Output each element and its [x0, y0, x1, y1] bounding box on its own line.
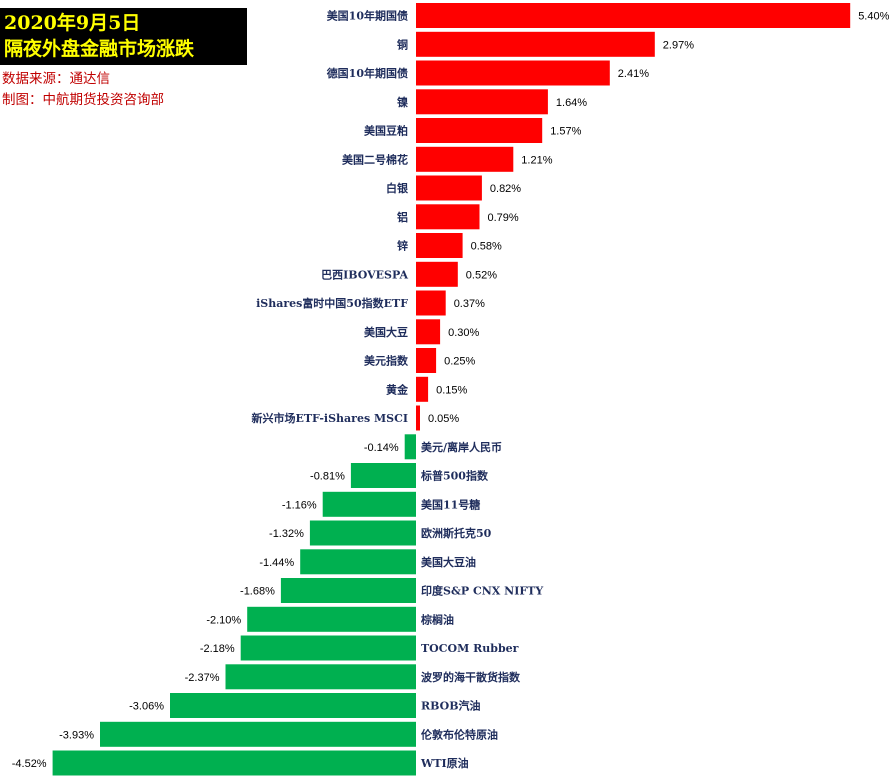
category-label: 伦敦布伦特原油	[421, 727, 498, 741]
value-label: 0.82%	[490, 183, 521, 195]
value-label: 0.52%	[466, 269, 497, 281]
category-label: 美国11号糖	[421, 497, 480, 511]
data-source-note: 数据来源：通达信	[2, 71, 110, 87]
bar	[416, 204, 480, 230]
bar	[247, 606, 416, 632]
category-label: 德国10年期国债	[326, 66, 408, 80]
bar	[416, 261, 458, 287]
value-label: 1.21%	[521, 154, 552, 166]
category-label: iShares富时中国50指数ETF	[256, 296, 408, 310]
category-label: 镍	[397, 95, 408, 109]
value-label: 0.37%	[454, 298, 485, 310]
value-label: -0.14%	[364, 442, 399, 454]
value-label: -0.81%	[310, 471, 345, 483]
title-box: 2020年9月5日 隔夜外盘金融市场涨跌	[0, 8, 247, 65]
category-label: 美国10年期国债	[327, 9, 408, 23]
bar	[416, 376, 429, 402]
category-label: 美元指数	[364, 354, 409, 368]
category-label: 巴西IBOVESPA	[321, 268, 408, 281]
category-label: TOCOM Rubber	[421, 642, 519, 655]
bar	[416, 118, 543, 143]
value-label: 1.64%	[556, 97, 587, 109]
category-label: 欧洲斯托克50	[421, 526, 492, 540]
bar	[416, 290, 446, 316]
value-label: -1.16%	[282, 499, 317, 511]
bar	[170, 693, 416, 718]
value-label: -3.06%	[129, 701, 164, 713]
value-label: 0.58%	[471, 241, 502, 253]
value-label: -2.18%	[200, 643, 235, 655]
value-label: -3.93%	[59, 729, 94, 741]
bar	[100, 721, 416, 747]
category-label: 新兴市场ETF-iShares MSCI	[251, 411, 408, 425]
bar	[280, 578, 416, 603]
bar	[309, 520, 416, 546]
bar	[240, 635, 416, 661]
chart-credit-note: 制图：中航期货投资咨询部	[2, 92, 164, 108]
value-label: 2.41%	[618, 68, 649, 80]
value-label: -1.68%	[240, 586, 275, 598]
value-label: -2.10%	[206, 614, 241, 626]
bar	[300, 549, 416, 575]
category-label: 波罗的海干散货指数	[421, 670, 521, 684]
category-label: WTI原油	[420, 756, 469, 770]
value-label: 1.57%	[550, 126, 581, 138]
bar	[404, 434, 416, 460]
value-label: 5.40%	[858, 11, 889, 23]
category-label: 美国豆粕	[364, 124, 408, 138]
bar	[52, 750, 416, 776]
value-label: 2.97%	[663, 39, 694, 51]
bar	[350, 463, 416, 488]
chart-title: 隔夜外盘金融市场涨跌	[4, 38, 195, 60]
category-label: 铝	[397, 210, 408, 224]
bar	[416, 60, 610, 86]
category-label: 白银	[386, 181, 409, 195]
bar	[416, 348, 437, 373]
value-label: 0.79%	[488, 212, 519, 224]
category-label: RBOB汽油	[421, 699, 481, 713]
value-label: 0.25%	[444, 356, 475, 368]
category-label: 标普500指数	[420, 469, 489, 483]
category-label: 美国大豆	[364, 325, 408, 339]
category-label: 美国大豆油	[421, 555, 476, 569]
bar	[416, 233, 463, 258]
value-label: -2.37%	[185, 672, 220, 684]
category-label: 锌	[397, 239, 408, 253]
value-label: 0.15%	[436, 384, 467, 396]
category-label: 黄金	[386, 382, 409, 396]
value-label: -4.52%	[12, 758, 47, 770]
value-label: 0.05%	[428, 413, 459, 425]
bar	[416, 31, 655, 57]
value-label: 0.30%	[448, 327, 479, 339]
bar	[225, 664, 416, 690]
value-label: -1.44%	[259, 557, 294, 569]
bar	[416, 146, 514, 172]
bar	[416, 319, 441, 345]
bar	[416, 175, 482, 201]
bar	[416, 89, 548, 115]
category-label: 印度S&P CNX NIFTY	[421, 584, 543, 598]
category-label: 美元/离岸人民币	[421, 440, 502, 454]
bar	[416, 3, 851, 28]
bar	[416, 405, 420, 431]
chart-title-date: 2020年9月5日	[4, 12, 141, 34]
category-label: 棕榈油	[420, 612, 454, 626]
bar	[322, 491, 416, 517]
category-label: 美国二号棉花	[342, 152, 408, 166]
category-label: 铜	[396, 37, 408, 51]
value-label: -1.32%	[269, 528, 304, 540]
